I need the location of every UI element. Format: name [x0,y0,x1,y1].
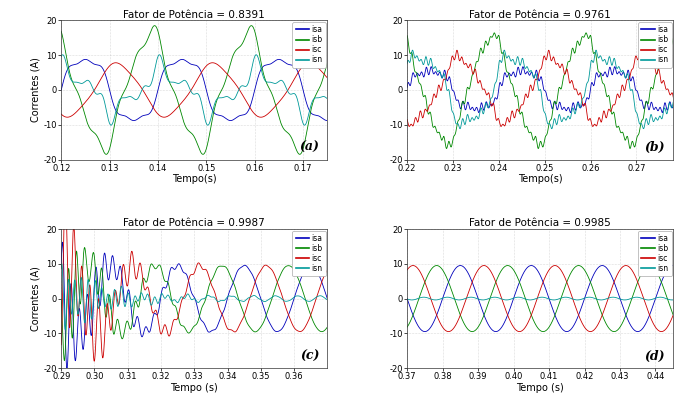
Text: (d): (d) [645,350,665,362]
Y-axis label: Correntes (A): Correntes (A) [31,58,41,122]
X-axis label: Tempo (s): Tempo (s) [516,383,564,393]
Legend: isa, isb, isc, isn: isa, isb, isc, isn [639,231,672,276]
Title: Fator de Potência = 0.8391: Fator de Potência = 0.8391 [123,10,265,20]
Legend: isa, isb, isc, isn: isa, isb, isc, isn [292,231,326,276]
Text: (b): (b) [645,141,665,154]
Text: (a): (a) [299,141,320,154]
X-axis label: Tempo(s): Tempo(s) [518,174,562,184]
Title: Fator de Potência = 0.9987: Fator de Potência = 0.9987 [123,218,265,228]
X-axis label: Tempo(s): Tempo(s) [172,174,216,184]
Text: (c): (c) [300,350,320,362]
Legend: isa, isb, isc, isn: isa, isb, isc, isn [639,22,672,67]
Y-axis label: Correntes (A): Correntes (A) [31,266,41,331]
Title: Fator de Potência = 0.9761: Fator de Potência = 0.9761 [469,10,611,20]
Title: Fator de Potência = 0.9985: Fator de Potência = 0.9985 [469,218,611,228]
Legend: isa, isb, isc, isn: isa, isb, isc, isn [292,22,326,67]
X-axis label: Tempo (s): Tempo (s) [171,383,218,393]
